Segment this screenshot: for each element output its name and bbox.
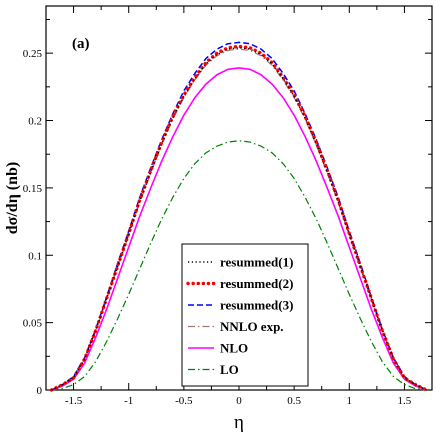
legend: resummed(1) resummed(2) resummed(3) NNLO ex… xyxy=(181,243,309,387)
x-tick-label: 0.5 xyxy=(287,395,301,407)
legend-label-lo: LO xyxy=(220,362,239,377)
series-line-resummed-2 xyxy=(49,44,429,392)
x-tick-label: 1 xyxy=(347,395,353,407)
y-axis-label: dσ/dη (nb) xyxy=(4,162,21,234)
series-line-nlo xyxy=(51,67,427,391)
y-tick-label: 0.25 xyxy=(23,48,43,60)
y-tick-label: 0.15 xyxy=(23,183,43,195)
legend-label-nnlo-exp: NNLO exp. xyxy=(220,319,284,334)
x-tick-label: -0.5 xyxy=(175,395,193,407)
legend-label-resummed-3: resummed(3) xyxy=(220,298,293,313)
legend-box xyxy=(181,243,309,387)
panel-label: (a) xyxy=(72,36,90,52)
series-line-lo xyxy=(51,140,427,391)
legend-label-resummed-1: resummed(1) xyxy=(220,255,293,270)
x-tick-label: -1 xyxy=(124,395,133,407)
legend-label-nlo: NLO xyxy=(220,341,248,356)
y-tick-label: 0.2 xyxy=(28,116,42,128)
x-tick-label: -1.5 xyxy=(65,395,83,407)
x-axis-label: η xyxy=(234,412,244,433)
y-tick-label: 0 xyxy=(37,385,43,397)
x-tick-label: 0 xyxy=(236,395,242,407)
axis-ticks: -1.5 -1 -0.5 0 0.5 1 1.5 0 0.05 0.1 0.15 0.2 0.25 xyxy=(23,6,433,407)
y-tick-label: 0.1 xyxy=(28,250,42,262)
series-layer xyxy=(49,41,429,392)
y-tick-label: 0.05 xyxy=(23,318,43,330)
x-tick-label: 1.5 xyxy=(398,395,412,407)
legend-label-resummed-2: resummed(2) xyxy=(220,276,293,291)
